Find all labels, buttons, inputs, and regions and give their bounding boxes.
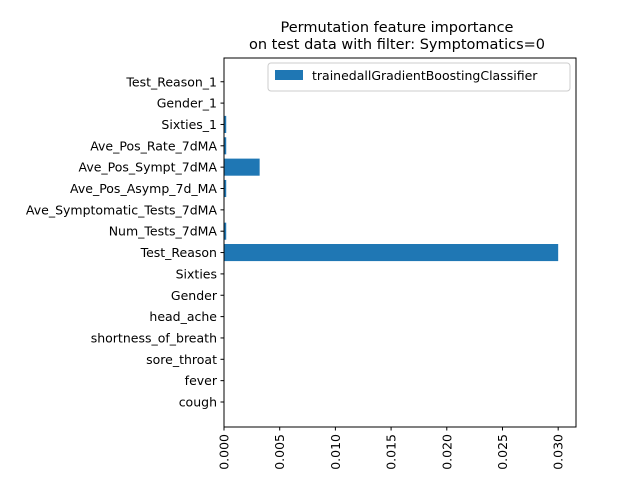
legend-label: trainedallGradientBoostingClassifier bbox=[312, 68, 538, 83]
x-tick-label: 0.000 bbox=[217, 434, 232, 470]
y-tick-label: cough bbox=[179, 395, 217, 410]
bar-Ave_Pos_Sympt_7dMA bbox=[224, 158, 260, 176]
x-axis-ticks: 0.000 0.005 0.010 0.015 0.020 0.025 0.030 bbox=[217, 427, 566, 470]
y-tick-label: Ave_Pos_Asymp_7d_MA bbox=[70, 181, 217, 196]
x-tick-label: 0.030 bbox=[551, 434, 566, 470]
x-tick-label: 0.020 bbox=[439, 434, 454, 470]
y-tick-label: Gender bbox=[171, 288, 218, 303]
y-tick-label: Test_Reason_1 bbox=[125, 74, 217, 89]
y-tick-label: Sixties_1 bbox=[161, 117, 217, 132]
y-tick-label: Ave_Symptomatic_Tests_7dMA bbox=[26, 202, 218, 217]
x-tick-label: 0.010 bbox=[328, 434, 343, 470]
y-tick-label: Num_Tests_7dMA bbox=[109, 224, 218, 239]
x-tick-label: 0.005 bbox=[272, 434, 287, 470]
y-tick-label: Gender_1 bbox=[157, 96, 217, 111]
y-tick-label: Sixties bbox=[176, 266, 217, 281]
y-tick-label: shortness_of_breath bbox=[91, 330, 217, 345]
y-tick-label: fever bbox=[185, 373, 218, 388]
plot-area-frame bbox=[223, 57, 577, 428]
bar-Num_Tests_7dMA bbox=[224, 222, 227, 240]
legend: trainedallGradientBoostingClassifier bbox=[267, 62, 571, 92]
bar-Test_Reason bbox=[224, 244, 559, 262]
chart-title-line-2: on test data with filter: Symptomatics=0 bbox=[249, 37, 545, 53]
y-tick-label: sore_throat bbox=[146, 352, 217, 367]
y-tick-label: Test_Reason bbox=[140, 245, 217, 260]
legend-swatch bbox=[275, 70, 303, 80]
bar-Sixties_1 bbox=[224, 115, 227, 133]
chart-title: Permutation feature importance on test d… bbox=[249, 20, 545, 53]
y-axis-ticks: cough fever sore_throat shortness_of_breath… bbox=[26, 74, 224, 410]
bar-Ave_Pos_Asymp_7d_MA bbox=[224, 179, 227, 198]
y-tick-label: head_ache bbox=[149, 309, 217, 324]
y-tick-label: Ave_Pos_Sympt_7dMA bbox=[79, 160, 218, 175]
bars-layer bbox=[224, 115, 559, 262]
chart-title-line-1: Permutation feature importance bbox=[281, 20, 514, 36]
bar-Ave_Pos_Rate_7dMA bbox=[224, 137, 227, 155]
legend-frame bbox=[267, 62, 571, 92]
x-tick-label: 0.025 bbox=[495, 434, 510, 470]
x-tick-label: 0.015 bbox=[384, 434, 399, 470]
y-tick-label: Ave_Pos_Rate_7dMA bbox=[90, 138, 217, 153]
